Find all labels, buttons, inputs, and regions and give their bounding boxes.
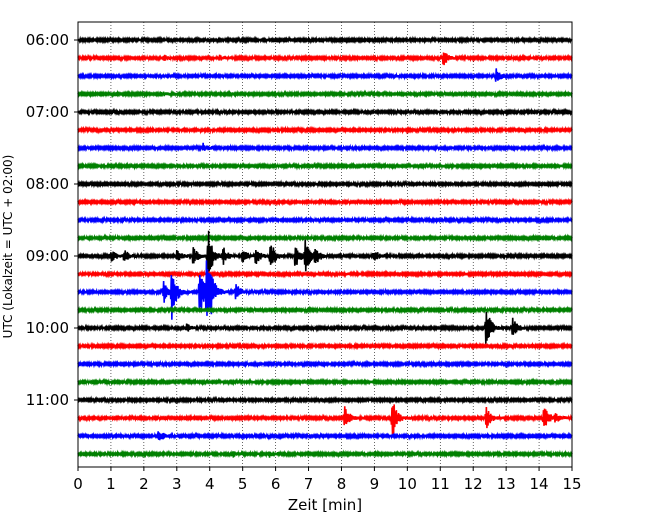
- x-tick-label: 15: [562, 475, 581, 493]
- trace-line-7: [77, 161, 573, 171]
- x-axis-title: Zeit [min]: [288, 496, 362, 514]
- trace-line-9: [77, 197, 573, 207]
- x-tick-label: 8: [337, 475, 347, 493]
- trace-line-18: [77, 359, 573, 369]
- y-tick-label: 11:00: [26, 391, 69, 409]
- trace-line-19: [77, 377, 573, 387]
- x-tick-label: 0: [73, 475, 83, 493]
- x-tick-label: 11: [431, 475, 450, 493]
- trace-line-10: [77, 215, 573, 225]
- trace-line-5: [77, 125, 573, 135]
- x-tick-label: 9: [370, 475, 380, 493]
- x-tick-label: 5: [238, 475, 248, 493]
- x-tick-label: 4: [205, 475, 215, 493]
- trace-line-14: [77, 260, 573, 320]
- trace-line-16: [77, 312, 573, 345]
- trace-line-4: [77, 107, 573, 117]
- y-axis-ticks: 06:00 07:00 08:00 09:00 10:00 11:00: [26, 31, 78, 409]
- y-tick-label: 08:00: [26, 175, 69, 193]
- trace-line-20: [77, 395, 573, 405]
- trace-line-3: [77, 89, 573, 99]
- y-tick-label: 07:00: [26, 103, 69, 121]
- plot-frame: [77, 21, 573, 468]
- trace-line-2: [77, 68, 573, 82]
- trace-line-21: [77, 404, 573, 435]
- trace-line-0: [77, 35, 573, 45]
- trace-line-22: [77, 431, 573, 441]
- trace-line-8: [77, 179, 573, 189]
- x-tick-label: 14: [530, 475, 549, 493]
- x-tick-label: 6: [271, 475, 281, 493]
- y-tick-label: 10:00: [26, 319, 69, 337]
- y-tick-label: 09:00: [26, 247, 69, 265]
- trace-line-15: [77, 305, 573, 315]
- x-tick-label: 7: [304, 475, 314, 493]
- x-axis-ticks: 0 1 2 3 4 5 6 7 8 9 10 11 12 13 14 15: [73, 467, 582, 493]
- x-tick-label: 10: [398, 475, 417, 493]
- seismic-traces: [77, 35, 573, 459]
- grid-lines: [110, 22, 540, 467]
- y-axis-title: UTC (Lokalzeit = UTC + 02:00): [1, 155, 15, 339]
- trace-line-12: [77, 230, 573, 283]
- x-tick-label: 13: [497, 475, 516, 493]
- x-tick-label: 1: [106, 475, 116, 493]
- trace-line-11: [77, 233, 573, 243]
- trace-line-6: [77, 142, 573, 153]
- x-tick-label: 2: [139, 475, 149, 493]
- x-tick-label: 3: [172, 475, 182, 493]
- trace-line-1: [77, 52, 573, 66]
- x-tick-label: 12: [464, 475, 483, 493]
- y-tick-label: 06:00: [26, 31, 69, 49]
- trace-line-17: [77, 341, 573, 351]
- trace-line-13: [77, 269, 573, 279]
- trace-line-23: [77, 449, 573, 459]
